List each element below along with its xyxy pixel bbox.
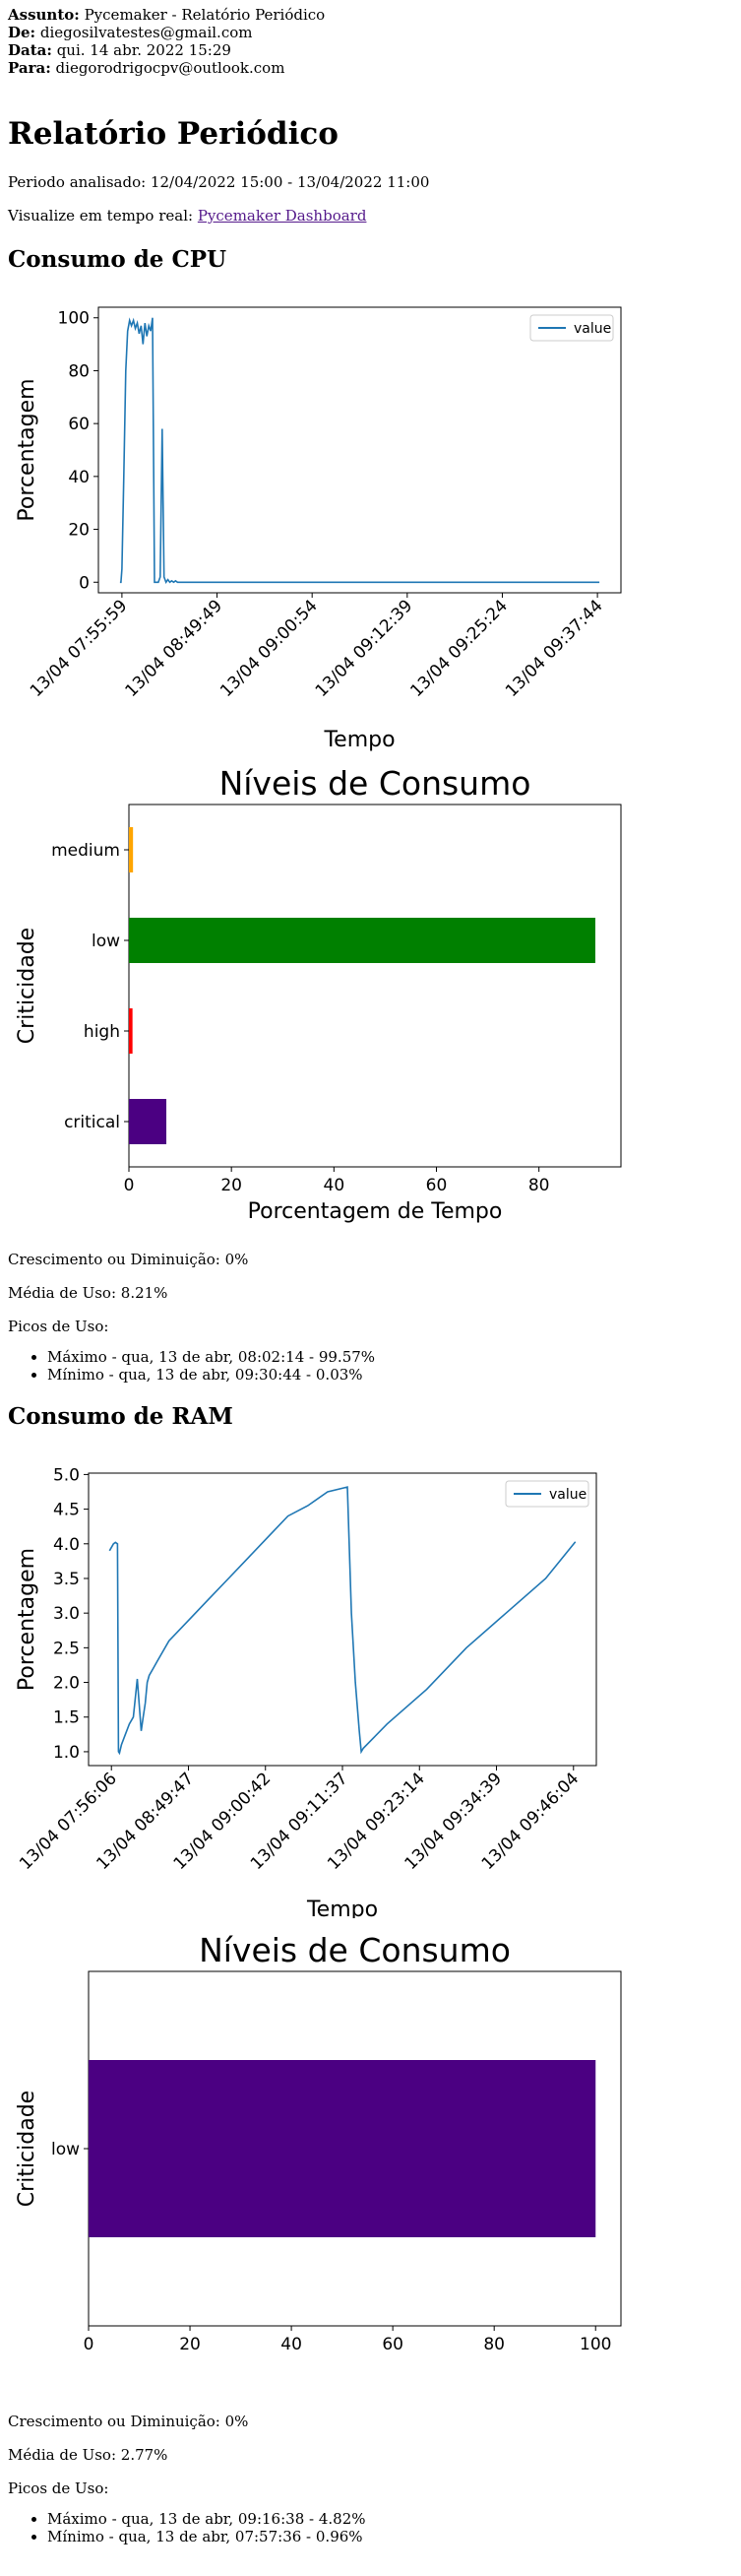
y-tick-label: 40 [68, 468, 90, 487]
plot-frame [128, 804, 622, 1168]
y-tick-label: 100 [58, 309, 90, 329]
legend-box [505, 1480, 589, 1508]
bar-medium [129, 827, 134, 872]
legend-box [529, 314, 614, 342]
y-tick-label: 5.0 [53, 1465, 80, 1485]
email-from[interactable]: diegosilvatestes@gmail.com [39, 24, 253, 41]
email-header: Assunto: Pycemaker - Relatório Periódico… [8, 6, 325, 77]
cpu-peaks-label: Picos de Uso: [8, 1318, 109, 1335]
x-tick-label: 13/04 08:49:49 [121, 596, 226, 701]
x-tick-label: 13/04 09:25:24 [406, 596, 512, 701]
category-label-low: low [92, 932, 120, 951]
date-row: Data: qui. 14 abr. 2022 15:29 [8, 41, 231, 59]
cpu-peaks-list: Máximo - qua, 13 de abr, 08:02:14 - 99.5… [8, 1348, 375, 1384]
y-tick-label: 2.5 [53, 1639, 80, 1658]
report-period: Periodo analisado: 12/04/2022 15:00 - 13… [8, 173, 430, 191]
chart-title: Níveis de Consumo [199, 1931, 511, 1969]
category-label-high: high [84, 1022, 120, 1042]
bar-low [89, 2060, 596, 2237]
email-subject: Pycemaker - Relatório Periódico [84, 6, 326, 24]
x-tick-label: 0 [124, 1176, 135, 1195]
y-axis-label: Criticidade [15, 2091, 39, 2207]
y-tick-label: 3.5 [53, 1570, 80, 1589]
email-to[interactable]: diegorodrigocpv@outlook.com [55, 59, 285, 77]
x-tick-label: 80 [528, 1176, 550, 1195]
bar-critical [129, 1099, 167, 1144]
ram-growth: Crescimento ou Diminuição: 0% [8, 2413, 249, 2430]
realtime-line: Visualize em tempo real: Pycemaker Dashb… [8, 207, 367, 225]
y-tick-label: 3.0 [53, 1604, 80, 1624]
series-line-value [108, 1486, 577, 1756]
cpu-heading: Consumo de CPU [8, 246, 227, 273]
x-tick-label: 13/04 09:37:44 [502, 596, 607, 701]
cpu-peak-max: Máximo - qua, 13 de abr, 08:02:14 - 99.5… [47, 1348, 375, 1366]
y-tick-label: 0 [79, 573, 90, 593]
legend-label: value [574, 321, 611, 337]
legend-label: value [549, 1487, 587, 1503]
y-axis-label: Porcentagem [15, 378, 39, 521]
email-date: qui. 14 abr. 2022 15:29 [56, 41, 231, 59]
y-tick-label: 4.5 [53, 1501, 80, 1520]
x-tick-label: 13/04 09:00:54 [216, 596, 322, 701]
dashboard-link[interactable]: Pycemaker Dashboard [197, 207, 367, 225]
ram-average: Média de Uso: 2.77% [8, 2446, 168, 2464]
cpu-peak-min: Mínimo - qua, 13 de abr, 09:30:44 - 0.03… [47, 1366, 375, 1384]
x-tick-label: 0 [84, 2335, 94, 2354]
y-tick-label: 1.0 [53, 1743, 80, 1763]
x-tick-label: 60 [426, 1176, 448, 1195]
y-tick-label: 20 [68, 521, 90, 541]
ram-peaks-label: Picos de Uso: [8, 2479, 109, 2497]
cpu-levels-chart: Níveis de Consumo medium low high critical 0 2… [15, 764, 622, 1224]
y-tick-label: 80 [68, 361, 90, 381]
ram-levels-chart: Níveis de Consumolow020406080100Porcenta… [15, 1931, 622, 2354]
y-tick-label: 2.0 [53, 1674, 80, 1694]
plot-frame [88, 1472, 597, 1767]
plot-frame [97, 306, 622, 594]
ram-line-chart: 1.01.52.02.53.03.54.04.55.013/04 07:56:0… [15, 1465, 597, 1918]
bar-low [129, 918, 595, 963]
x-tick-label: 60 [382, 2335, 403, 2354]
chart-title: Níveis de Consumo [219, 764, 531, 803]
y-tick-label: 1.5 [53, 1708, 80, 1728]
y-tick-label: 60 [68, 415, 90, 434]
x-axis-label: Porcentagem de Tempo [248, 1199, 503, 1224]
x-axis-label: Tempo [306, 1898, 378, 1918]
from-row: De: diegosilvatestes@gmail.com [8, 24, 253, 41]
series-line-value [119, 317, 600, 585]
ram-peak-max: Máximo - qua, 13 de abr, 09:16:38 - 4.82… [47, 2510, 366, 2528]
category-label-critical: critical [64, 1113, 120, 1132]
category-label-medium: medium [51, 841, 120, 861]
x-tick-label: 100 [580, 2335, 611, 2354]
category-label-low: low [51, 2140, 80, 2159]
cpu-average: Média de Uso: 8.21% [8, 1284, 168, 1302]
x-tick-label: 80 [483, 2335, 505, 2354]
subject-row: Assunto: Pycemaker - Relatório Periódico [8, 6, 326, 24]
x-tick-label: 40 [280, 2335, 302, 2354]
x-tick-label: 20 [179, 2335, 201, 2354]
ram-peak-min: Mínimo - qua, 13 de abr, 07:57:36 - 0.96… [47, 2528, 366, 2545]
y-axis-label: Porcentagem [15, 1548, 39, 1691]
x-tick-label: 40 [324, 1176, 345, 1195]
bar-high [129, 1008, 133, 1054]
ram-heading: Consumo de RAM [8, 1403, 233, 1430]
report-title: Relatório Periódico [8, 116, 339, 152]
to-row: Para: diegorodrigocpv@outlook.com [8, 59, 285, 77]
x-tick-label: 13/04 07:55:59 [27, 596, 132, 701]
cpu-growth: Crescimento ou Diminuição: 0% [8, 1251, 249, 1268]
x-tick-label: 20 [220, 1176, 242, 1195]
x-axis-label: Tempo [323, 728, 395, 752]
y-axis-label: Criticidade [15, 928, 39, 1044]
y-tick-label: 4.0 [53, 1535, 80, 1555]
x-tick-label: 13/04 09:12:39 [312, 596, 417, 701]
ram-peaks-list: Máximo - qua, 13 de abr, 09:16:38 - 4.82… [8, 2510, 366, 2545]
